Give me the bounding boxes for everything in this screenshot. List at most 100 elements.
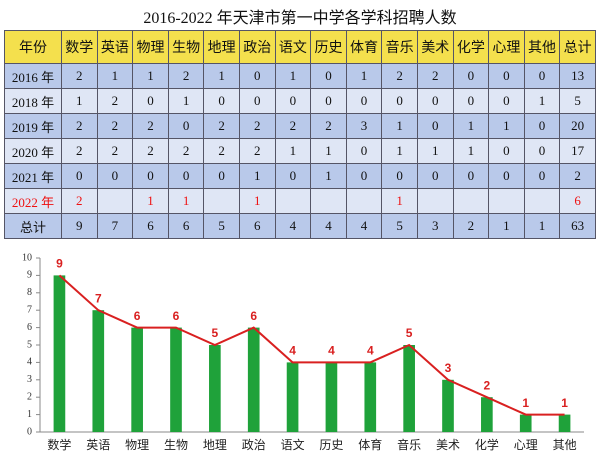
x-tick-label: 地理	[203, 438, 227, 452]
table-cell: 其他	[523, 30, 561, 64]
table-cell: 4	[274, 213, 312, 239]
table-cell: 2	[274, 113, 312, 139]
y-tick-label: 10	[22, 252, 32, 263]
table-cell: 0	[523, 163, 561, 189]
table-cell: 1	[274, 138, 312, 164]
table-cell: 2020 年	[4, 138, 62, 164]
x-tick-label: 英语	[86, 438, 110, 452]
bar	[364, 362, 377, 432]
table-cell: 5	[381, 213, 418, 239]
table-cell	[345, 188, 383, 214]
table-cell	[310, 188, 347, 214]
table-cell: 6	[167, 213, 205, 239]
table-cell: 1	[488, 213, 525, 239]
y-tick-label: 1	[27, 409, 32, 420]
table-cell: 1	[167, 188, 205, 214]
table-cell: 0	[238, 88, 276, 114]
table-cell: 2	[61, 113, 98, 139]
table-row: 2019 年 2 2 2 0 2 2 2 2 3 1 0 1 1 0 20	[4, 113, 596, 139]
data-label: 4	[328, 344, 335, 358]
table-cell: 2	[96, 113, 134, 139]
table-cell: 1	[310, 163, 347, 189]
table-cell: 2	[61, 138, 98, 164]
table-cell: 17	[559, 138, 596, 164]
data-label: 1	[522, 396, 529, 410]
table-cell: 0	[416, 113, 454, 139]
table-cell: 2	[132, 113, 169, 139]
table-cell: 0	[345, 138, 383, 164]
x-tick-label: 美术	[436, 438, 460, 452]
bar	[325, 362, 338, 432]
table-cell: 2021 年	[4, 163, 62, 189]
table-cell: 1	[274, 63, 312, 89]
table-cell: 化学	[452, 30, 490, 64]
table-cell: 0	[132, 88, 169, 114]
data-label: 6	[173, 309, 180, 323]
table-cell: 2	[96, 138, 134, 164]
table-cell: 政治	[238, 30, 276, 64]
table-cell: 1	[132, 63, 169, 89]
x-tick-label: 物理	[125, 438, 149, 452]
table-cell: 音乐	[381, 30, 418, 64]
table-cell: 0	[310, 63, 347, 89]
table-cell: 2	[310, 113, 347, 139]
bar	[131, 327, 143, 432]
x-tick-label: 政治	[242, 438, 266, 452]
table-cell: 英语	[96, 30, 134, 64]
table-cell: 2	[132, 138, 169, 164]
table-cell: 0	[61, 163, 98, 189]
data-label: 5	[406, 326, 413, 340]
bar	[92, 310, 105, 432]
table-cell: 1	[381, 113, 418, 139]
table-cell: 1	[310, 138, 347, 164]
y-tick-label: 6	[27, 322, 32, 333]
table-cell: 0	[274, 163, 312, 189]
table-cell: 7	[96, 213, 134, 239]
bar	[170, 327, 182, 432]
table-cell	[452, 188, 490, 214]
y-tick-label: 2	[27, 391, 32, 402]
data-label: 1	[561, 396, 568, 410]
table-cell: 数学	[61, 30, 98, 64]
x-tick-label: 化学	[475, 437, 499, 452]
table-cell: 1	[488, 113, 525, 139]
table-cell: 1	[203, 63, 240, 89]
table-cell	[416, 188, 454, 214]
table-cell: 心理	[488, 30, 525, 64]
table-cell: 0	[238, 63, 276, 89]
bar	[209, 345, 221, 432]
table-cell	[96, 188, 134, 214]
table-cell: 4	[310, 213, 347, 239]
table-cell: 0	[167, 163, 205, 189]
table-cell: 2	[238, 138, 276, 164]
data-label: 4	[367, 344, 374, 358]
y-tick-label: 9	[27, 270, 32, 281]
data-label: 4	[289, 344, 296, 358]
table-cell: 1	[452, 113, 490, 139]
table-cell: 3	[345, 113, 383, 139]
table-cell: 0	[203, 163, 240, 189]
table-cell: 2	[381, 63, 418, 89]
table-cell: 0	[345, 163, 383, 189]
table-cell: 0	[523, 63, 561, 89]
table-cell: 总计	[4, 213, 62, 239]
x-tick-label: 历史	[319, 438, 343, 452]
x-tick-label: 其他	[553, 438, 577, 452]
table-cell: 9	[61, 213, 98, 239]
table-cell: 0	[416, 163, 454, 189]
table-cell: 美术	[416, 30, 454, 64]
table-cell: 0	[488, 88, 525, 114]
table-cell: 0	[488, 63, 525, 89]
table-cell: 2	[167, 63, 205, 89]
table-cell: 1	[523, 213, 561, 239]
table-cell: 2016 年	[4, 63, 62, 89]
table-cell: 物理	[132, 30, 169, 64]
table-cell: 1	[96, 63, 134, 89]
table-cell: 6	[132, 213, 169, 239]
bar	[481, 397, 493, 432]
table-cell: 0	[310, 88, 347, 114]
